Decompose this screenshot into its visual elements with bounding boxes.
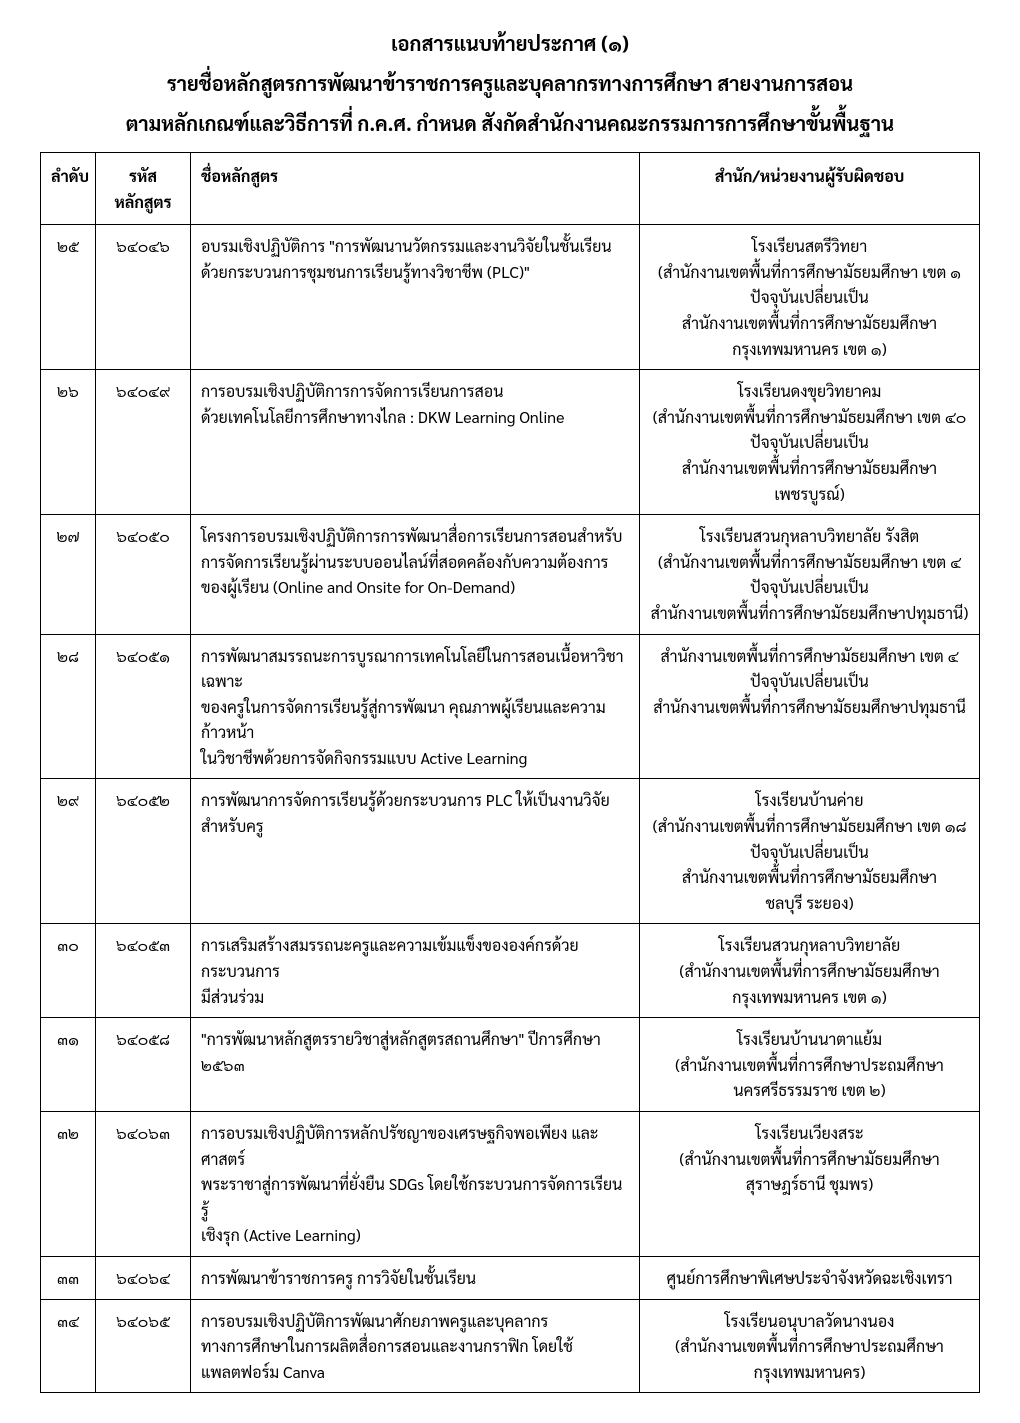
cell-org: สำนักงานเขตพื้นที่การศึกษามัธยมศึกษา เขต… — [640, 634, 980, 779]
cell-seq: ๓๑ — [41, 1018, 96, 1112]
cell-code: ๖๔๐๖๕ — [96, 1299, 191, 1393]
curriculum-table: ลำดับ รหัสหลักสูตร ชื่อหลักสูตร สำนัก/หน… — [40, 152, 980, 1393]
cell-code: ๖๔๐๔๙ — [96, 370, 191, 515]
cell-seq: ๒๙ — [41, 779, 96, 924]
cell-code: ๖๔๐๔๖ — [96, 225, 191, 370]
cell-org: โรงเรียนอนุบาลวัดนางนอง (สำนักงานเขตพื้น… — [640, 1299, 980, 1393]
header-code: รหัสหลักสูตร — [96, 153, 191, 225]
cell-name: การพัฒนาการจัดการเรียนรู้ด้วยกระบวนการ P… — [191, 779, 640, 924]
cell-seq: ๒๕ — [41, 225, 96, 370]
cell-name: การพัฒนาข้าราชการครู การวิจัยในชั้นเรียน — [191, 1256, 640, 1299]
header-seq: ลำดับ — [41, 153, 96, 225]
cell-seq: ๓๓ — [41, 1256, 96, 1299]
cell-org: โรงเรียนดงขุยวิทยาคม (สำนักงานเขตพื้นที่… — [640, 370, 980, 515]
cell-code: ๖๔๐๕๒ — [96, 779, 191, 924]
cell-name: การเสริมสร้างสมรรถนะครูและความเข้มแข็งขอ… — [191, 924, 640, 1018]
cell-name: การอบรมเชิงปฏิบัติการการจัดการเรียนการสอ… — [191, 370, 640, 515]
cell-code: ๖๔๐๕๓ — [96, 924, 191, 1018]
cell-org: โรงเรียนสตรีวิทยา (สำนักงานเขตพื้นที่การ… — [640, 225, 980, 370]
cell-name: การอบรมเชิงปฏิบัติการพัฒนาศักยภาพครูและบ… — [191, 1299, 640, 1393]
cell-org: โรงเรียนเวียงสระ (สำนักงานเขตพื้นที่การศ… — [640, 1112, 980, 1257]
table-row: ๓๓๖๔๐๖๔การพัฒนาข้าราชการครู การวิจัยในชั… — [41, 1256, 980, 1299]
table-row: ๒๙๖๔๐๕๒การพัฒนาการจัดการเรียนรู้ด้วยกระบ… — [41, 779, 980, 924]
table-row: ๒๗๖๔๐๕๐โครงการอบรมเชิงปฏิบัติการการพัฒนา… — [41, 515, 980, 634]
cell-code: ๖๔๐๕๐ — [96, 515, 191, 634]
cell-org: โรงเรียนบ้านนาตาแย้ม (สำนักงานเขตพื้นที่… — [640, 1018, 980, 1112]
table-row: ๓๔๖๔๐๖๕การอบรมเชิงปฏิบัติการพัฒนาศักยภาพ… — [41, 1299, 980, 1393]
header-org: สำนัก/หน่วยงานผู้รับผิดชอบ — [640, 153, 980, 225]
cell-code: ๖๔๐๖๓ — [96, 1112, 191, 1257]
cell-org: โรงเรียนบ้านค่าย (สำนักงานเขตพื้นที่การศ… — [640, 779, 980, 924]
cell-seq: ๒๖ — [41, 370, 96, 515]
cell-seq: ๓๔ — [41, 1299, 96, 1393]
cell-name: "การพัฒนาหลักสูตรรายวิชาสู่หลักสูตรสถานศ… — [191, 1018, 640, 1112]
table-row: ๓๑๖๔๐๕๘"การพัฒนาหลักสูตรรายวิชาสู่หลักสู… — [41, 1018, 980, 1112]
document-title: เอกสารแนบท้ายประกาศ (๑) — [40, 30, 980, 56]
cell-code: ๖๔๐๕๑ — [96, 634, 191, 779]
header-name: ชื่อหลักสูตร — [191, 153, 640, 225]
cell-code: ๖๔๐๕๘ — [96, 1018, 191, 1112]
cell-name: โครงการอบรมเชิงปฏิบัติการการพัฒนาสื่อการ… — [191, 515, 640, 634]
table-row: ๒๖๖๔๐๔๙การอบรมเชิงปฏิบัติการการจัดการเรี… — [41, 370, 980, 515]
table-header-row: ลำดับ รหัสหลักสูตร ชื่อหลักสูตร สำนัก/หน… — [41, 153, 980, 225]
cell-org: โรงเรียนสวนกุหลาบวิทยาลัย (สำนักงานเขตพื… — [640, 924, 980, 1018]
cell-name: การพัฒนาสมรรถนะการบูรณาการเทคโนโลยีในการ… — [191, 634, 640, 779]
cell-seq: ๓๒ — [41, 1112, 96, 1257]
cell-org: ศูนย์การศึกษาพิเศษประจำจังหวัดฉะเชิงเทรา — [640, 1256, 980, 1299]
cell-name: อบรมเชิงปฏิบัติการ "การพัฒนานวัตกรรมและง… — [191, 225, 640, 370]
document-subtitle: รายชื่อหลักสูตรการพัฒนาข้าราชการครูและบุ… — [40, 70, 980, 96]
cell-seq: ๓๐ — [41, 924, 96, 1018]
cell-code: ๖๔๐๖๔ — [96, 1256, 191, 1299]
cell-org: โรงเรียนสวนกุหลาบวิทยาลัย รังสิต (สำนักง… — [640, 515, 980, 634]
table-row: ๓๐๖๔๐๕๓การเสริมสร้างสมรรถนะครูและความเข้… — [41, 924, 980, 1018]
table-row: ๒๘๖๔๐๕๑การพัฒนาสมรรถนะการบูรณาการเทคโนโล… — [41, 634, 980, 779]
table-row: ๒๕๖๔๐๔๖อบรมเชิงปฏิบัติการ "การพัฒนานวัตก… — [41, 225, 980, 370]
cell-seq: ๒๘ — [41, 634, 96, 779]
table-row: ๓๒๖๔๐๖๓การอบรมเชิงปฏิบัติการหลักปรัชญาขอ… — [41, 1112, 980, 1257]
cell-seq: ๒๗ — [41, 515, 96, 634]
cell-name: การอบรมเชิงปฏิบัติการหลักปรัชญาของเศรษฐก… — [191, 1112, 640, 1257]
document-heading: ตามหลักเกณฑ์และวิธีการที่ ก.ค.ศ. กำหนด ส… — [40, 110, 980, 136]
